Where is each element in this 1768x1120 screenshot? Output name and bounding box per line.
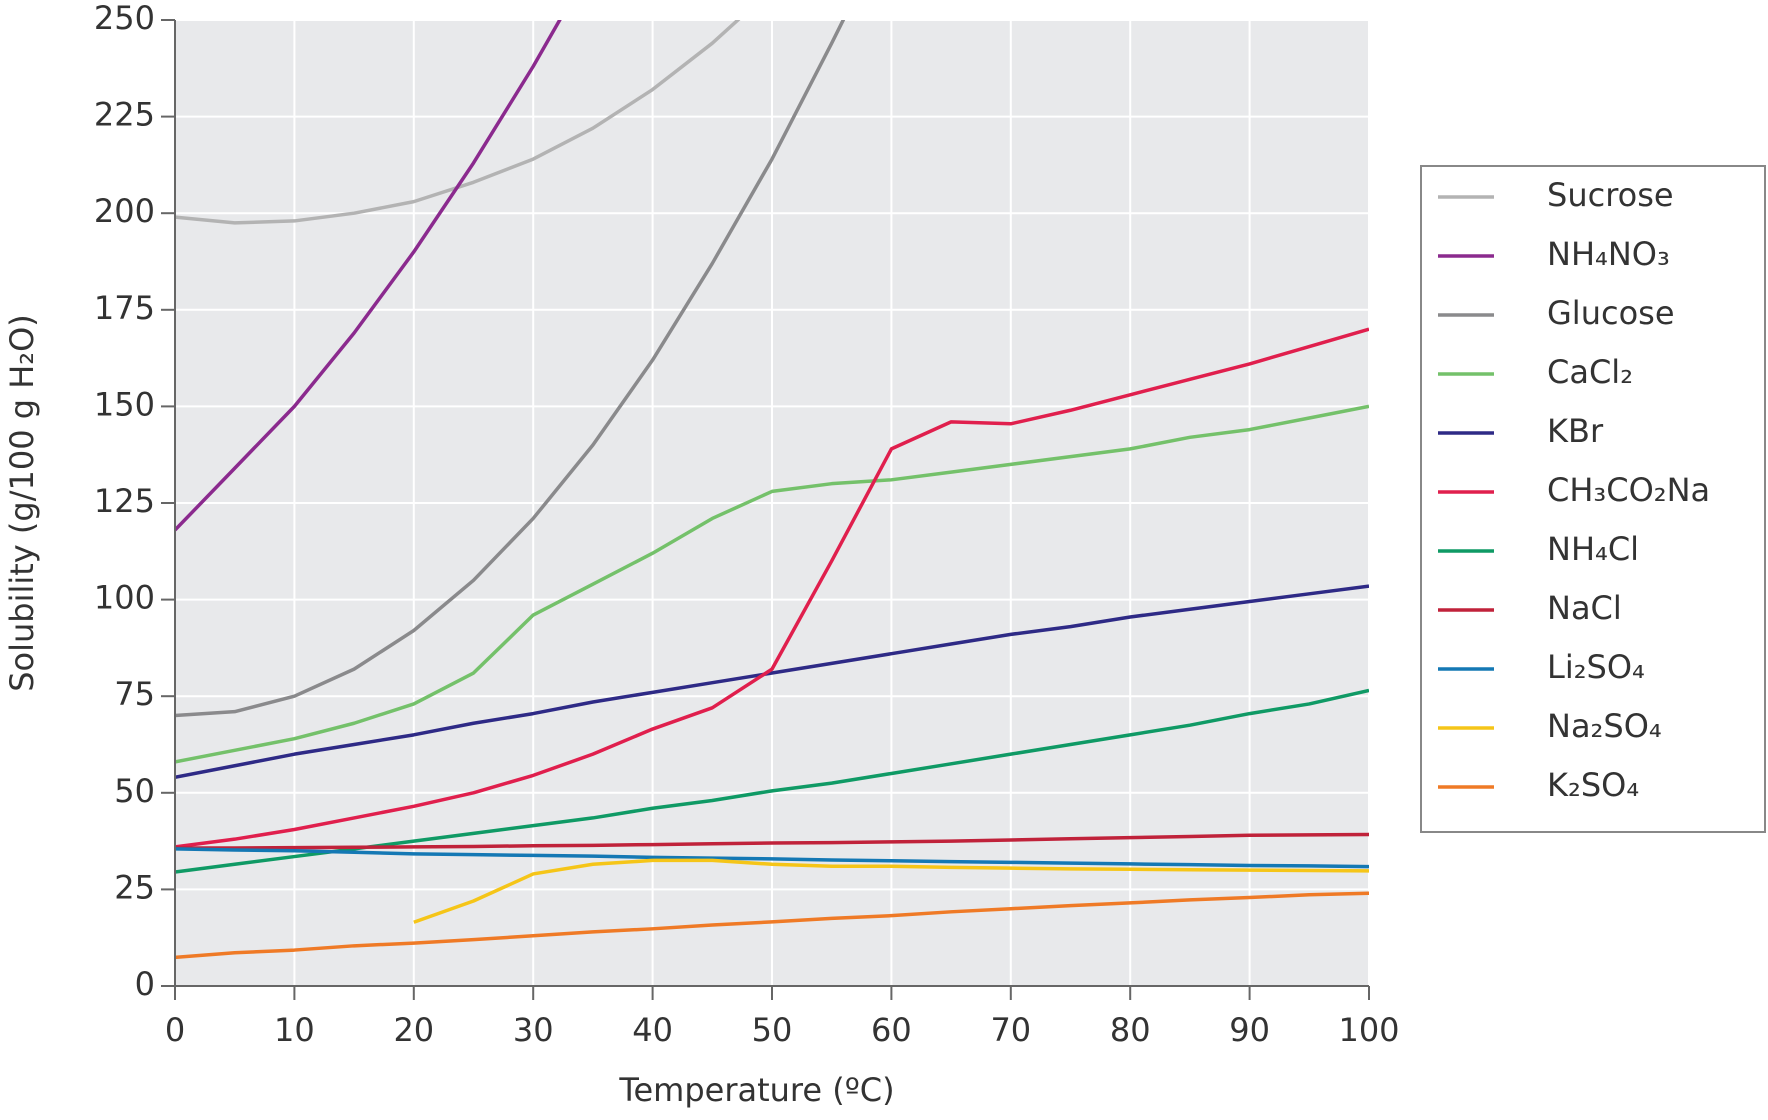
y-tick-label: 75 bbox=[114, 675, 155, 713]
series-line bbox=[175, 20, 562, 532]
series-line bbox=[413, 858, 1369, 924]
y-tick-label: 250 bbox=[94, 0, 155, 37]
legend-label: Sucrose bbox=[1547, 176, 1674, 214]
lines bbox=[175, 20, 1369, 960]
x-tick-label: 0 bbox=[165, 1011, 185, 1049]
legend-label: CH₃CO₂Na bbox=[1547, 471, 1710, 509]
axes: 0 25 50 75 100 125 150 175 200 225 250 0 10 20 30 40 50 6… bbox=[94, 0, 1400, 1049]
legend-label: NaCl bbox=[1547, 589, 1622, 627]
series-line bbox=[175, 832, 1369, 850]
legend-label: NH₄NO₃ bbox=[1547, 235, 1670, 273]
x-tick-label: 10 bbox=[274, 1011, 315, 1049]
legend-label: Glucose bbox=[1547, 294, 1675, 332]
x-tick-label: 30 bbox=[513, 1011, 554, 1049]
series-line bbox=[175, 327, 1369, 849]
legend-label: NH₄Cl bbox=[1547, 530, 1639, 568]
y-tick-label: 200 bbox=[94, 192, 155, 230]
x-tick-label: 80 bbox=[1110, 1011, 1151, 1049]
x-tick-label: 50 bbox=[752, 1011, 793, 1049]
y-tick-label: 225 bbox=[94, 96, 155, 134]
legend-label: Li₂SO₄ bbox=[1547, 648, 1645, 686]
grid bbox=[174, 19, 1370, 987]
y-tick-label: 125 bbox=[94, 482, 155, 520]
series-line bbox=[175, 584, 1369, 780]
legend bbox=[1420, 165, 1766, 833]
x-tick-label: 20 bbox=[393, 1011, 434, 1049]
y-tick-label: 150 bbox=[94, 385, 155, 423]
y-axis-label: Solubility (g/100 g H₂O) bbox=[3, 314, 41, 692]
series-line bbox=[175, 404, 1369, 764]
x-tick-label: 40 bbox=[632, 1011, 673, 1049]
series-line bbox=[175, 847, 1369, 869]
y-tick-label: 0 bbox=[135, 965, 155, 1003]
legend-label: K₂SO₄ bbox=[1547, 766, 1639, 804]
legend-label: Na₂SO₄ bbox=[1547, 707, 1662, 745]
x-tick-label: 60 bbox=[871, 1011, 912, 1049]
legend-label: CaCl₂ bbox=[1547, 353, 1633, 391]
series-line bbox=[175, 891, 1369, 960]
y-tick-label: 175 bbox=[94, 289, 155, 327]
x-axis-label: Temperature (ºC) bbox=[618, 1071, 894, 1109]
y-tick-label: 100 bbox=[94, 579, 155, 617]
series-line bbox=[175, 20, 846, 718]
y-tick-label: 50 bbox=[114, 772, 155, 810]
legend-label: KBr bbox=[1547, 412, 1604, 450]
x-tick-label: 100 bbox=[1338, 1011, 1399, 1049]
y-tick-label: 25 bbox=[114, 868, 155, 906]
series-line bbox=[175, 20, 741, 225]
legend-entries: Sucrose NH₄NO₃ Glucose CaCl₂ KBr CH₃CO₂Na NH₄C… bbox=[1438, 176, 1710, 804]
x-tick-label: 70 bbox=[990, 1011, 1031, 1049]
x-tick-label: 90 bbox=[1229, 1011, 1270, 1049]
